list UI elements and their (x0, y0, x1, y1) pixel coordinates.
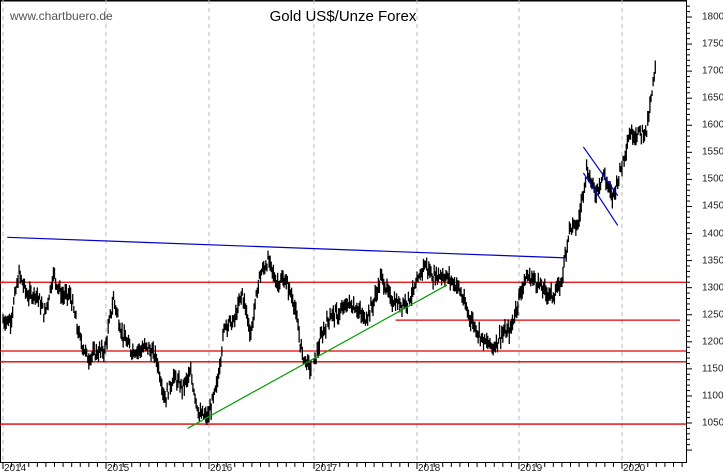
x-tick-label: 2015 (107, 463, 130, 474)
y-tick-label: 1700 (702, 65, 723, 77)
y-tick-label: 1100 (702, 390, 723, 402)
flag-lower-line (582, 172, 619, 226)
x-tick-label: 2018 (418, 463, 441, 474)
y-tick-label: 1600 (702, 119, 723, 131)
chart-title: Gold US$/Unze Forex (269, 8, 417, 25)
x-tick-label: 2016 (210, 463, 233, 474)
x-tick-label: 2020 (623, 463, 646, 474)
y-tick-label: 1250 (702, 309, 723, 321)
y-tick-label: 1500 (702, 173, 723, 185)
y-tick-label: 1750 (702, 38, 723, 50)
x-tick-label: 2014 (4, 463, 27, 474)
watermark: www.chartbuero.de (10, 9, 113, 23)
x-tick-label: 2019 (520, 463, 543, 474)
y-tick-label: 1350 (702, 255, 723, 267)
plot-frame (0, 0, 687, 463)
y-tick-label: 1550 (702, 146, 723, 158)
x-tick-label: 2017 (315, 463, 338, 474)
y-tick-label: 1300 (702, 282, 723, 294)
y-tick-label: 1400 (702, 228, 723, 240)
y-tick-label: 1150 (702, 363, 723, 375)
flag-upper-line (582, 146, 619, 196)
y-tick-label: 1450 (702, 200, 723, 212)
y-tick-label: 1050 (702, 417, 723, 429)
y-tick-label: 1200 (702, 336, 723, 348)
resistance-trendline (7, 236, 567, 259)
y-tick-label: 1650 (702, 92, 723, 104)
y-tick-label: 1800 (702, 11, 723, 23)
uptrend-line (187, 284, 448, 429)
